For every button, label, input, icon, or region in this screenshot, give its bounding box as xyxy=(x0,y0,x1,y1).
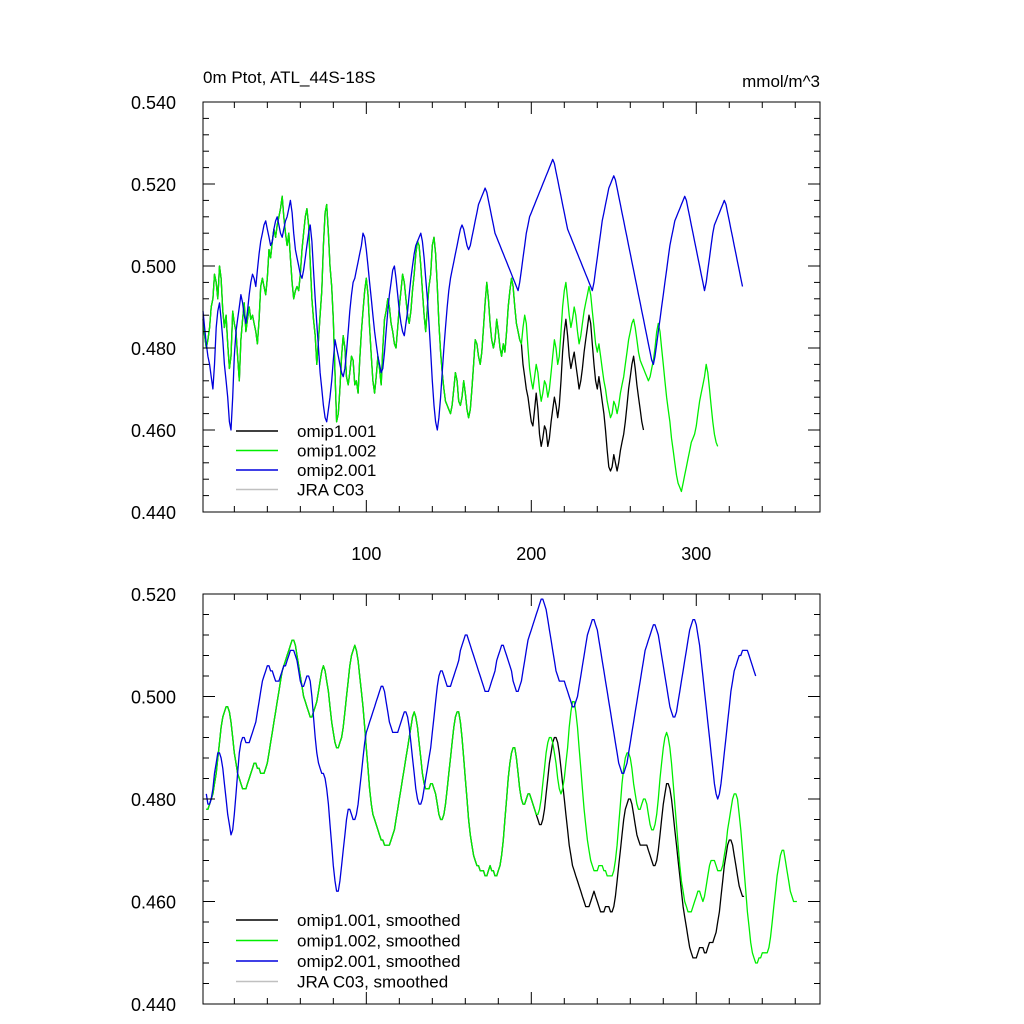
bottom-legend-label-omip2-001-smoothed: omip2.001, smoothed xyxy=(297,952,461,971)
top-ytick-label: 0.440 xyxy=(131,503,176,523)
top-panel-title: 0m Ptot, ATL_44S-18S xyxy=(203,68,376,87)
bottom-legend-label-omip1-002-smoothed: omip1.002, smoothed xyxy=(297,932,461,951)
bottom-series-line-omip1-002-smoothed xyxy=(206,639,797,964)
top-ytick-label: 0.520 xyxy=(131,175,176,195)
top-legend-label-omip1-002: omip1.002 xyxy=(297,442,376,461)
bottom-ytick-label: 0.460 xyxy=(131,893,176,913)
bottom-series-line-omip1-001-smoothed xyxy=(206,639,745,959)
bottom-ytick-label: 0.500 xyxy=(131,688,176,708)
top-series-layer xyxy=(202,158,744,493)
bottom-ytick-label: 0.520 xyxy=(131,585,176,605)
top-ticks-layer: 0.540 0.520 0.500 0.480 0.460 0.440 100 200 300 xyxy=(131,93,820,564)
bottom-ytick-label: 0.480 xyxy=(131,790,176,810)
top-xtick-label: 200 xyxy=(516,544,546,564)
bottom-ticks-layer: 0.520 0.500 0.480 0.460 0.440 xyxy=(131,585,820,1015)
top-legend-label-jra-c03: JRA C03 xyxy=(297,481,364,500)
top-ytick-label: 0.460 xyxy=(131,421,176,441)
top-ytick-label: 0.540 xyxy=(131,93,176,113)
top-series-line-omip2-001 xyxy=(202,158,744,431)
top-xtick-label: 300 xyxy=(681,544,711,564)
bottom-legend-label-omip1-001-smoothed: omip1.001, smoothed xyxy=(297,911,461,930)
bottom-ytick-label: 0.440 xyxy=(131,995,176,1015)
top-panel: 0m Ptot, ATL_44S-18S mmol/m^3 0.540 0.520… xyxy=(131,68,821,564)
bottom-panel: 0.520 0.500 0.480 0.460 0.440 omip1.001, smo… xyxy=(131,585,821,1015)
top-legend-label-omip2-001: omip2.001 xyxy=(297,461,376,480)
bottom-legend: omip1.001, smoothed omip1.002, smoothedom… xyxy=(236,911,461,992)
bottom-legend-label-jra-c03-smoothed: JRA C03, smoothed xyxy=(297,973,448,992)
top-ytick-label: 0.500 xyxy=(131,257,176,277)
top-series-line-omip1-002 xyxy=(202,195,719,493)
top-ytick-label: 0.480 xyxy=(131,339,176,359)
bottom-series-line-omip2-001-smoothed xyxy=(205,598,757,892)
top-plot-frame xyxy=(202,101,821,513)
top-xtick-label: 100 xyxy=(351,544,381,564)
top-legend-label-omip1-001: omip1.001 xyxy=(297,422,376,441)
top-panel-units: mmol/m^3 xyxy=(742,72,820,91)
bottom-series-layer xyxy=(205,598,797,964)
